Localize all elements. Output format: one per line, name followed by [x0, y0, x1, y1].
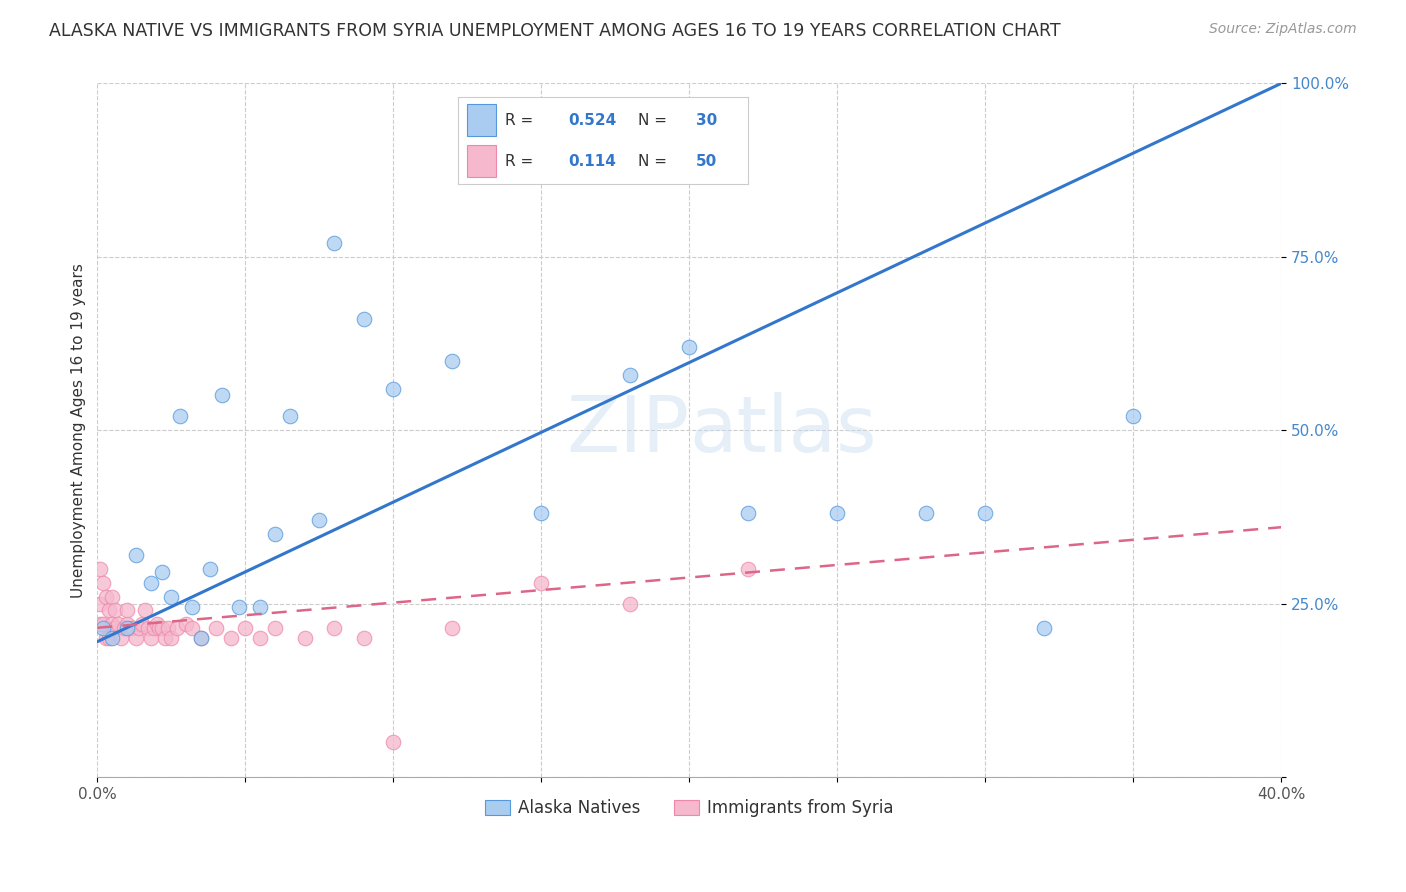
Point [219, 631, 242, 645]
Text: atlas: atlas [689, 392, 877, 468]
Point [181, 599, 204, 614]
Point [110, 631, 132, 645]
Point [152, 621, 174, 635]
Point [1122, 409, 1144, 424]
Point [160, 590, 183, 604]
Point [128, 621, 150, 635]
Point [104, 621, 127, 635]
Point [264, 527, 287, 541]
Point [308, 513, 330, 527]
Point [382, 382, 405, 396]
Point [125, 548, 148, 562]
Point [115, 603, 138, 617]
Point [91, 617, 114, 632]
Point [619, 368, 641, 382]
Point [441, 621, 464, 635]
Point [139, 575, 162, 590]
Point [98, 603, 121, 617]
Point [115, 621, 138, 635]
Point [678, 340, 700, 354]
Point [118, 621, 141, 635]
Point [121, 621, 143, 635]
Point [211, 388, 233, 402]
Text: ALASKA NATIVE VS IMMIGRANTS FROM SYRIA UNEMPLOYMENT AMONG AGES 16 TO 19 YEARS CO: ALASKA NATIVE VS IMMIGRANTS FROM SYRIA U… [49, 22, 1062, 40]
Point [104, 603, 127, 617]
Point [145, 617, 167, 632]
Point [101, 590, 124, 604]
Point [530, 507, 553, 521]
Point [107, 617, 129, 632]
Point [112, 621, 135, 635]
Point [142, 621, 165, 635]
Point [530, 575, 553, 590]
Point [174, 617, 197, 632]
Point [166, 621, 188, 635]
Point [204, 621, 226, 635]
Point [89, 597, 111, 611]
Point [353, 312, 375, 326]
Point [125, 631, 148, 645]
Point [155, 631, 177, 645]
Point [737, 562, 759, 576]
Point [115, 617, 138, 632]
Point [181, 621, 204, 635]
Text: Source: ZipAtlas.com: Source: ZipAtlas.com [1209, 22, 1357, 37]
Point [190, 631, 212, 645]
Point [148, 621, 170, 635]
Y-axis label: Unemployment Among Ages 16 to 19 years: Unemployment Among Ages 16 to 19 years [72, 263, 86, 598]
Point [353, 631, 375, 645]
Point [323, 235, 346, 250]
Point [619, 597, 641, 611]
Point [233, 621, 256, 635]
Point [441, 353, 464, 368]
Point [915, 507, 938, 521]
Point [190, 631, 212, 645]
Point [91, 621, 114, 635]
Point [96, 590, 118, 604]
Point [157, 621, 180, 635]
Point [131, 617, 153, 632]
Point [136, 621, 159, 635]
Point [198, 562, 221, 576]
Point [160, 631, 183, 645]
Point [101, 617, 124, 632]
Point [101, 631, 124, 645]
Legend: Alaska Natives, Immigrants from Syria: Alaska Natives, Immigrants from Syria [478, 793, 900, 824]
Point [89, 562, 111, 576]
Point [264, 621, 287, 635]
Point [89, 617, 111, 632]
Point [169, 409, 191, 424]
Point [134, 603, 156, 617]
Text: ZIP: ZIP [567, 392, 689, 468]
Point [1033, 621, 1056, 635]
Point [737, 507, 759, 521]
Point [249, 631, 271, 645]
Point [139, 631, 162, 645]
Point [249, 599, 271, 614]
Point [278, 409, 301, 424]
Point [825, 507, 848, 521]
Point [323, 621, 346, 635]
Point [382, 735, 405, 749]
Point [152, 566, 174, 580]
Point [91, 575, 114, 590]
Point [98, 631, 121, 645]
Point [974, 507, 997, 521]
Point [228, 599, 250, 614]
Point [294, 631, 316, 645]
Point [96, 631, 118, 645]
